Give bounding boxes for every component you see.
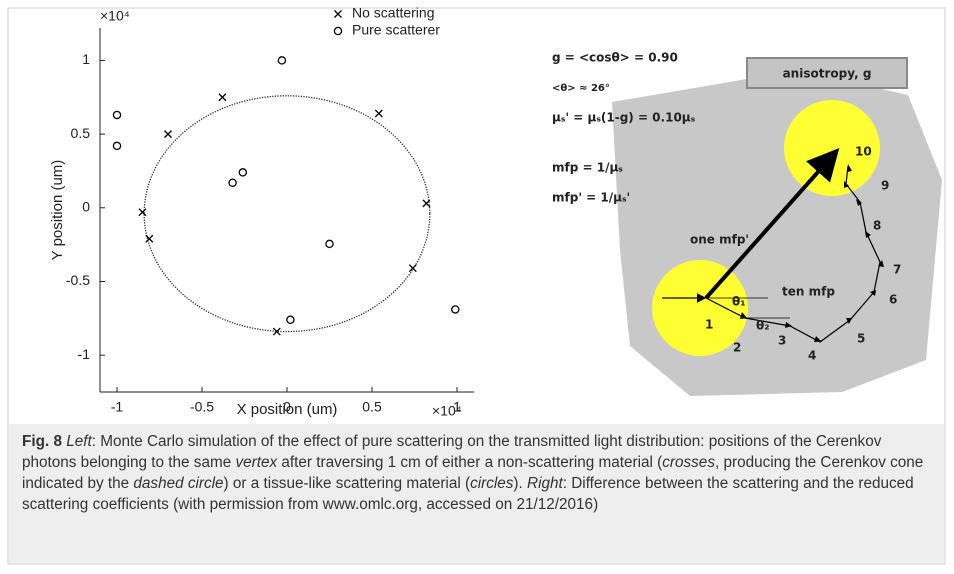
caption-text: , producing the Cerenkov cone indicated … <box>22 454 924 492</box>
cross-marker <box>145 234 154 243</box>
caption-text: ). <box>513 475 528 492</box>
cross-marker <box>408 264 417 273</box>
x-multiplier: ×10⁴ <box>432 403 462 419</box>
circle-marker <box>325 239 334 249</box>
x-axis-label: X position (um) <box>237 401 338 418</box>
step-label: 5 <box>857 332 865 346</box>
circle-marker <box>286 315 295 325</box>
caption-text: Left <box>66 433 92 450</box>
step-label: 1 <box>705 318 713 332</box>
caption: Fig. 8 Left: Monte Carlo simulation of t… <box>22 431 927 515</box>
step-label: 10 <box>855 145 872 159</box>
start-circle <box>652 260 748 356</box>
x-tick-label: 1 <box>453 399 461 415</box>
step-label: 4 <box>808 349 816 363</box>
y-axis-label: Y position (um) <box>49 160 66 261</box>
step-label: 9 <box>881 179 889 193</box>
caption-text: ) or a tissue-like scattering material ( <box>223 475 471 492</box>
anisotropy-box <box>746 57 908 89</box>
step-label: 6 <box>889 293 897 307</box>
formula: mfp = 1/μₛ <box>552 161 623 175</box>
x-tick-label: -1 <box>111 399 124 415</box>
formula: g = <cosθ> = 0.90 <box>552 51 678 65</box>
formula: mfp' = 1/μₛ' <box>552 191 630 205</box>
caption-text: crosses <box>662 454 715 471</box>
circle-marker <box>112 110 122 120</box>
one-mfp-label: one mfp' <box>690 233 749 247</box>
cross-marker <box>164 130 172 139</box>
circle-marker <box>112 141 122 151</box>
caption-label: Fig. 8 <box>22 433 62 450</box>
angle-label: θ₁ <box>732 295 746 309</box>
cross-marker <box>138 208 147 217</box>
caption-text: : Monte Carlo simulation of the effect o… <box>22 433 882 471</box>
circle-marker <box>333 26 343 36</box>
cross-marker <box>334 10 342 18</box>
legend-label: Pure scatterer <box>352 22 440 38</box>
ten-mfp-label: ten mfp <box>782 285 835 299</box>
circle-marker <box>451 305 460 314</box>
step-label: 3 <box>778 334 786 348</box>
circle-marker <box>238 168 248 177</box>
circle-marker <box>277 56 287 65</box>
caption-text: circles <box>470 475 514 492</box>
x-tick-label: -0.5 <box>190 399 214 415</box>
caption-text: after traversing 1 cm of either a non-sc… <box>277 454 663 471</box>
y-multiplier: ×10⁴ <box>100 8 130 24</box>
y-tick-label: 0.5 <box>71 125 91 141</box>
y-tick-label: -0.5 <box>66 272 90 288</box>
caption-text: vertex <box>235 454 278 471</box>
cross-marker <box>374 109 383 118</box>
legend-label: No scattering <box>352 5 434 21</box>
formula: μₛ' = μₛ(1-g) = 0.10μₛ <box>552 111 696 125</box>
caption-text: : Difference between the scattering and … <box>22 475 914 513</box>
cross-marker <box>272 327 281 336</box>
y-tick-label: -1 <box>78 346 91 362</box>
one-mfp-arrow <box>704 148 840 300</box>
box-label: anisotropy, g <box>783 67 872 81</box>
y-tick-label: 1 <box>82 51 90 67</box>
formula: <θ> ≈ 26° <box>552 83 610 94</box>
caption-background <box>9 424 944 563</box>
step-label: 2 <box>733 341 741 355</box>
caption-text: Right <box>527 475 563 492</box>
caption-text: dashed circle <box>133 475 224 492</box>
y-tick-label: 0 <box>82 198 90 214</box>
circle-marker <box>228 178 237 187</box>
angle-label: θ₂ <box>756 319 770 333</box>
cone-circle <box>143 95 431 333</box>
step-label: 8 <box>873 219 881 233</box>
x-tick-label: 0 <box>283 399 291 415</box>
cross-marker <box>218 93 227 102</box>
step-label: 7 <box>893 263 901 277</box>
x-tick-label: 0.5 <box>362 399 382 415</box>
figure-border <box>7 7 946 565</box>
cross-marker <box>422 199 431 208</box>
